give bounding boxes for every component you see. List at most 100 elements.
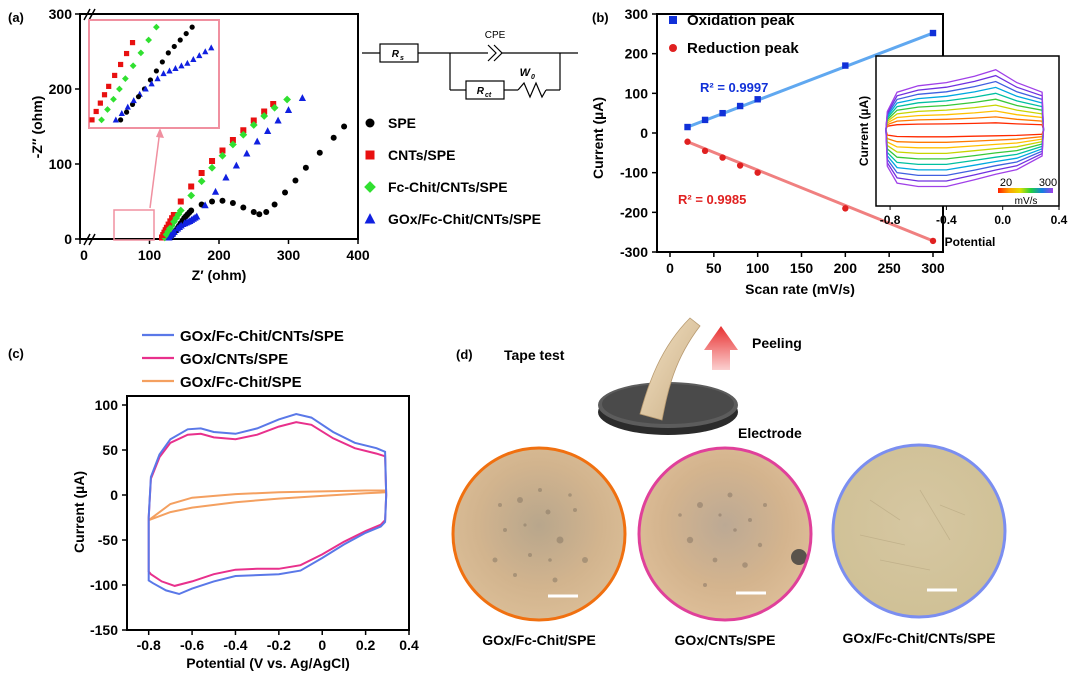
c-x-tick-label: 0.2 <box>356 637 376 653</box>
a-data-point <box>186 209 193 216</box>
r2-oxidation-label: R² = 0.9997 <box>700 80 768 95</box>
a-data-point <box>316 149 323 156</box>
a-data-point <box>170 212 177 218</box>
b-data-point <box>736 162 744 169</box>
a-inset-point <box>101 92 108 98</box>
image-1-label: GOx/Fc-Chit/SPE <box>482 632 596 648</box>
inset-x-tick-label: -0.8 <box>880 213 901 227</box>
a-data-point <box>270 103 279 112</box>
panel-a-x-axis-label: Z′ (ohm) <box>192 267 247 283</box>
a-data-point <box>174 210 183 219</box>
a-inset-point <box>166 67 173 74</box>
b-y-tick-label: 100 <box>625 85 649 101</box>
a-data-point <box>177 198 184 205</box>
a-inset-point <box>183 30 189 37</box>
image-3-label: GOx/Fc-Chit/CNTs/SPE <box>843 630 996 646</box>
a-inset-point <box>123 109 130 115</box>
a-inset-point <box>142 85 149 92</box>
r2-reduction-label: R² = 0.9985 <box>678 192 746 207</box>
a-inset-point <box>97 100 103 106</box>
panel-b-x-axis-label: Scan rate (mV/s) <box>745 281 855 297</box>
a-inset-point <box>129 62 137 70</box>
electrode-illustration <box>598 382 738 435</box>
c-x-tick-label: -0.8 <box>137 637 161 653</box>
a-inset-point <box>116 85 123 93</box>
electrode-label: Electrode <box>738 425 802 441</box>
panel-a-axis-break <box>83 8 96 246</box>
circuit-cpe-label: CPE <box>485 30 506 41</box>
a-y-tick-label: 100 <box>49 156 73 172</box>
a-inset-point <box>130 97 137 104</box>
inset-x-tick-label: 0.4 <box>1051 213 1068 227</box>
a-inset-point <box>118 61 124 68</box>
a-inset-point <box>160 70 167 77</box>
a-data-point <box>162 230 171 239</box>
peeling-label: Peeling <box>752 335 802 351</box>
a-data-point <box>229 140 237 149</box>
panel-c-y-axis-label: Current (µA) <box>71 471 87 553</box>
a-data-point <box>184 217 192 225</box>
a-inset-point <box>110 95 117 103</box>
a-data-point <box>208 163 216 172</box>
b-data-point <box>701 116 709 124</box>
a-legend-label: CNTs/SPE <box>388 147 455 163</box>
c-x-tick-label: 0 <box>318 637 326 653</box>
a-legend-label: SPE <box>388 115 416 131</box>
a-data-point <box>239 130 248 139</box>
a-data-point <box>191 213 199 221</box>
a-inset-point <box>118 117 124 123</box>
b-data-point <box>719 154 726 161</box>
a-data-point <box>250 117 257 124</box>
b-x-tick-label: 0 <box>666 260 674 276</box>
a-inset-point <box>189 24 195 30</box>
panel-b-label: (b) <box>592 10 609 25</box>
a-data-point <box>261 108 268 115</box>
image-1-border <box>451 446 627 622</box>
a-inset-point <box>208 44 215 51</box>
a-data-point <box>292 177 299 184</box>
circuit-w-label: W <box>520 67 532 79</box>
a-data-point <box>274 116 282 124</box>
image-2-border <box>637 446 813 622</box>
b-legend-label: Oxidation peak <box>687 12 795 29</box>
b-y-tick-label: -300 <box>620 244 648 260</box>
a-legend-label: GOx/Fc-Chit/CNTs/SPE <box>388 211 541 227</box>
a-inset-point <box>118 110 125 117</box>
b-y-tick-label: 300 <box>625 6 649 22</box>
b-fit-line <box>686 31 934 129</box>
a-inset-point <box>196 52 203 59</box>
a-inset-point <box>145 36 153 44</box>
a-inset-point <box>129 40 136 46</box>
image-2-label: GOx/CNTs/SPE <box>675 632 776 648</box>
panel-a-label: (a) <box>8 10 24 25</box>
c-x-tick-label: -0.4 <box>223 637 247 653</box>
panel-d: (d) Tape test Peeling Electrode <box>451 317 1007 648</box>
a-data-point <box>188 183 195 190</box>
equivalent-circuit <box>362 43 578 100</box>
panel-a-zoom-arrow-head <box>156 128 164 138</box>
a-x-tick-label: 0 <box>80 247 88 263</box>
panel-c-x-axis-label: Potential (V vs. Ag/AgCl) <box>186 655 350 671</box>
a-y-tick-label: 200 <box>49 81 73 97</box>
a-inset-point <box>93 108 99 115</box>
a-inset-point <box>202 48 209 55</box>
a-x-tick-label: 200 <box>207 247 231 263</box>
b-y-tick-label: -200 <box>620 204 648 220</box>
c-y-tick-label: -100 <box>90 577 118 593</box>
b-data-point <box>701 147 709 155</box>
a-data-point <box>219 197 226 204</box>
a-legend-marker <box>364 181 376 193</box>
a-legend-marker <box>364 213 376 224</box>
b-data-point <box>929 29 937 37</box>
a-data-point <box>302 164 309 171</box>
a-data-point <box>211 187 220 195</box>
a-data-point <box>271 201 278 208</box>
c-y-tick-label: -150 <box>90 622 118 638</box>
a-legend-marker <box>365 118 375 128</box>
b-x-tick-label: 250 <box>877 260 901 276</box>
b-legend-marker <box>669 44 677 52</box>
b-legend-marker <box>669 16 677 24</box>
circuit-rct-label: R <box>477 86 485 97</box>
inset-x-tick-label: -0.4 <box>936 213 957 227</box>
